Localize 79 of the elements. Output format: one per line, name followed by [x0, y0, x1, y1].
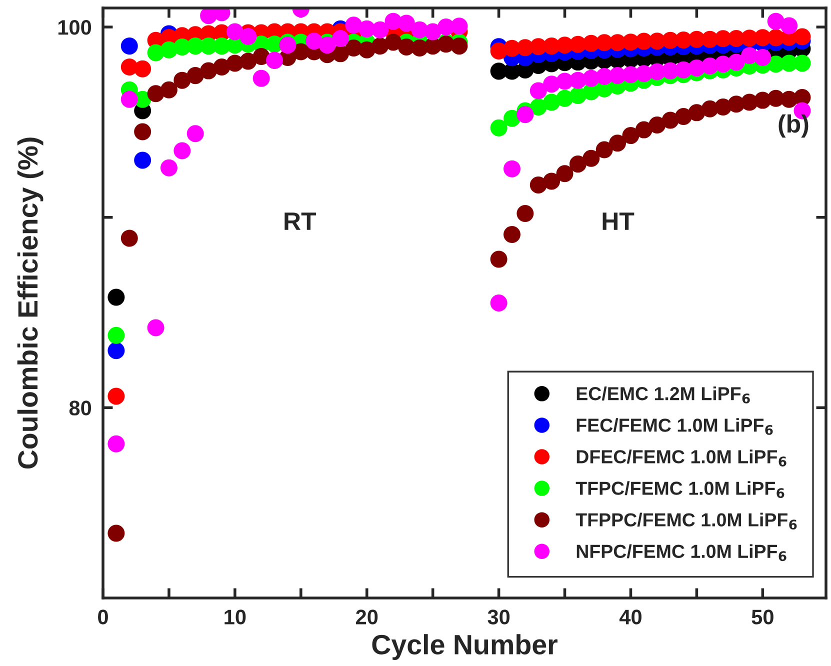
point [569, 156, 586, 173]
point [174, 142, 191, 160]
point [450, 18, 468, 35]
point [503, 226, 520, 243]
point [226, 23, 244, 40]
x-tick-label: 40 [619, 610, 642, 624]
point [332, 30, 349, 47]
point [622, 127, 640, 144]
point [108, 326, 125, 344]
point [134, 123, 152, 140]
point [398, 14, 415, 32]
point [794, 28, 811, 46]
legend-label: DFEC/FEMC 1.0M LiPF$_{6}$ [576, 450, 786, 466]
annotation: RT [284, 212, 316, 230]
point [108, 435, 125, 452]
point [780, 17, 798, 34]
point [516, 106, 534, 124]
annotation: (b) [778, 114, 808, 138]
point [372, 21, 389, 38]
point [754, 48, 772, 66]
point [543, 172, 560, 190]
x-tick-label: 0 [98, 610, 108, 624]
point [384, 34, 402, 51]
point [186, 67, 204, 84]
legend-label: TFPPC/FEMC 1.0M LiPF$_{6}$ [576, 512, 797, 530]
annotation: HT [602, 212, 634, 230]
y-axis-title: Coulombic Efficiency (%) [17, 138, 44, 469]
point [490, 250, 508, 268]
point [134, 60, 152, 78]
point [543, 94, 560, 111]
point [424, 23, 442, 40]
x-axis-title: Cycle Number [372, 634, 558, 660]
point [530, 82, 547, 100]
point [200, 62, 218, 80]
y-tick-label: 80 [69, 400, 92, 416]
point [108, 288, 125, 306]
point [108, 342, 125, 360]
point [675, 108, 692, 125]
point [728, 54, 745, 71]
point [147, 319, 164, 336]
legend-label: EC/EMC 1.2M LiPF$_{6}$ [576, 386, 750, 404]
x-tick-label: 50 [752, 610, 774, 624]
point [120, 230, 138, 247]
point [490, 119, 508, 136]
point [120, 90, 138, 108]
point [503, 160, 520, 178]
point [516, 205, 534, 222]
point [490, 294, 508, 312]
point [318, 36, 336, 54]
point [767, 12, 784, 30]
point [596, 141, 613, 158]
point [240, 52, 257, 70]
point [794, 54, 811, 72]
point [582, 150, 600, 167]
point [252, 70, 270, 87]
point [279, 36, 296, 54]
point [186, 125, 204, 142]
x-tick-label: 10 [224, 610, 246, 624]
legend-label: FEC/FEMC 1.0M LiPF$_{6}$ [576, 418, 773, 435]
point [503, 110, 520, 127]
point [108, 388, 125, 405]
point [160, 159, 178, 176]
point [174, 72, 191, 89]
legend-label: NFPC/FEMC 1.0M LiPF$_{6}$ [576, 544, 786, 562]
point [108, 524, 125, 542]
point [648, 116, 666, 134]
point [306, 32, 323, 50]
y-tick-label: 100 [58, 20, 92, 35]
point [450, 38, 468, 55]
point [160, 81, 178, 98]
point [609, 134, 626, 152]
point [556, 165, 574, 182]
point [240, 28, 257, 46]
legend-label: TFPC/FEMC 1.0M LiPF$_{6}$ [576, 481, 784, 498]
point [120, 38, 138, 55]
x-tick-label: 30 [488, 610, 510, 624]
point [134, 152, 152, 169]
point [635, 121, 652, 138]
x-tick-label: 20 [356, 610, 378, 624]
